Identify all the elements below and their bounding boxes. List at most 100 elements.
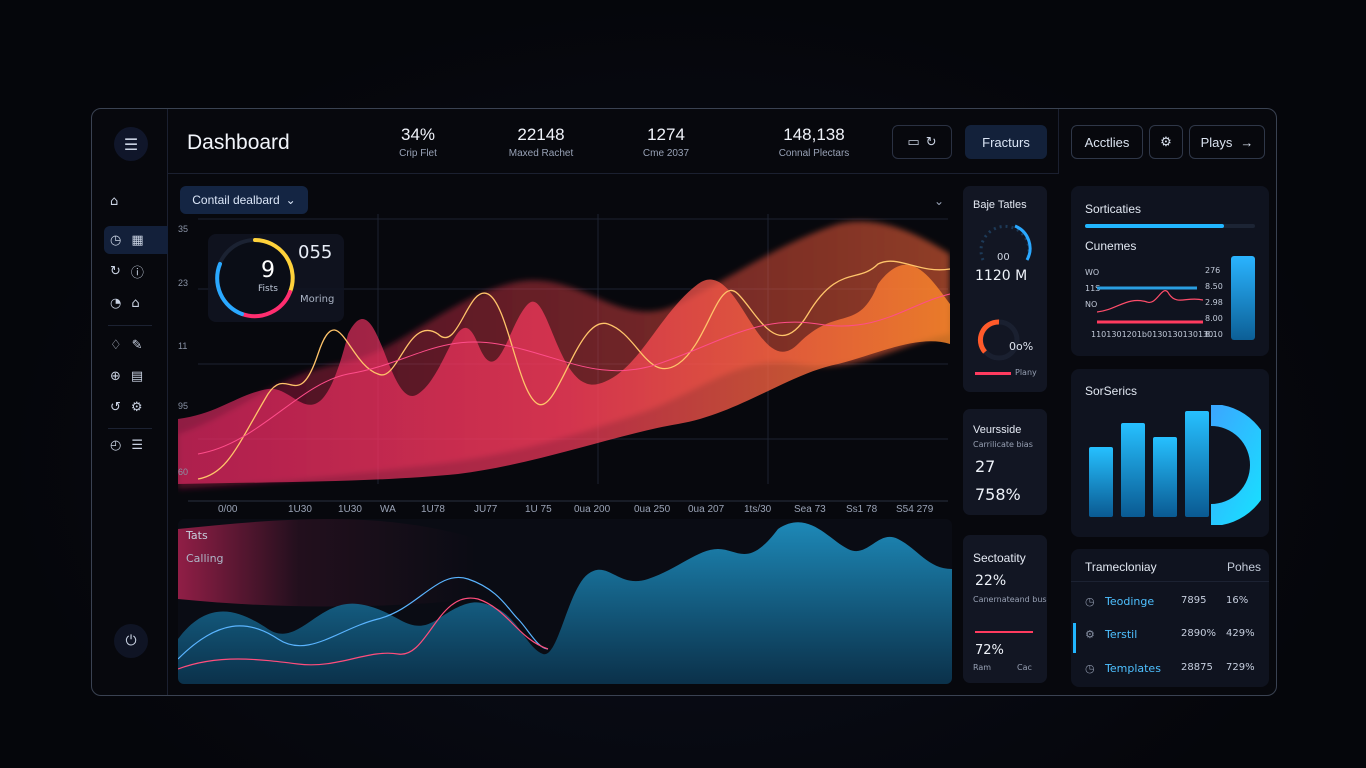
menu-icon[interactable]: ☰ [114, 127, 148, 161]
gear-button[interactable]: ⚙ [1149, 125, 1183, 159]
legend-bar [975, 372, 1011, 375]
row-value: 28875 [1181, 662, 1213, 673]
stat-label: Connal Plectars [778, 148, 850, 159]
chat-refresh-button[interactable]: ▭ ↻ [892, 125, 952, 159]
pink-fog [178, 519, 478, 607]
plays-button[interactable]: Plays → [1189, 125, 1265, 159]
fractions-button[interactable]: Fracturs [965, 125, 1047, 159]
building-icon: ⌂ [131, 295, 140, 311]
x-tick: JU77 [474, 504, 498, 514]
list-icon: ☰ [131, 437, 143, 453]
pink-line [178, 597, 549, 670]
mini-x-label: 130 [1106, 330, 1122, 339]
dashboard-window: ☰ ⌂ ◷ ▦ ↻ ⓘ ◔ ⌂ ♢ ✎ ⊕ ▤ ↺ ⚙ ◴ ☰ ⏻ Dashboard [91, 108, 1277, 696]
sidebar-item-list[interactable]: ◴ ☰ [104, 431, 168, 459]
x-tick: 1U30 [338, 504, 362, 514]
stat-value: 1274 [647, 125, 685, 144]
x-tick: WA [380, 504, 396, 514]
card-title: SorSerics [1085, 384, 1138, 398]
y-axis: 35 23 11 95 60 [178, 224, 188, 477]
gear-icon: ⚙ [130, 399, 143, 415]
card-footer-right: Cac [1017, 663, 1032, 672]
card-title: Sectoatity [973, 551, 1026, 565]
bar-donut-chart [1089, 405, 1261, 525]
lower-chart-title: Tats [186, 529, 208, 542]
card-right-title: Pohes [1227, 560, 1262, 574]
settings-icon: ⚙ [1085, 628, 1095, 641]
x-tick: 1U 75 [525, 504, 552, 514]
calendar-icon: ▦ [131, 232, 144, 248]
sidebar-item-reports[interactable]: ⊕ ▤ [104, 362, 168, 390]
row-name: Templates [1105, 662, 1161, 675]
x-tick: S54 279 [896, 504, 934, 514]
mini-line-chart [1097, 286, 1203, 324]
logout-icon[interactable]: ⏻ [114, 624, 148, 658]
gauge-value: 9 [261, 258, 275, 283]
info-icon: ⓘ [130, 265, 144, 281]
stat-label: Crip Flet [399, 148, 437, 159]
bar [1153, 437, 1177, 517]
home-icon: ⌂ [110, 193, 119, 209]
refresh-icon: ↻ [925, 134, 937, 150]
mini-value: 8.10 [1205, 330, 1223, 339]
blue-area [178, 522, 952, 684]
wave-line-pink [197, 293, 951, 455]
row-value: 2890% [1181, 628, 1216, 639]
card-title: Baje Tatles [973, 199, 1027, 211]
gauge-label: Fists [258, 284, 278, 294]
x-tick: Sea 73 [794, 504, 826, 514]
table-row[interactable]: ⚙ Terstil 2890% 429% [1071, 623, 1269, 653]
mini-x-label: 130 [1182, 330, 1198, 339]
mini-x-label: 1b0 [1136, 330, 1153, 339]
gauge-side-value: 055 [298, 242, 333, 263]
sidebar-item-home[interactable]: ⌂ [104, 187, 168, 215]
stat-card: 22148 Maxed Rachet [486, 125, 596, 159]
stat-value: 34% [400, 125, 436, 144]
refresh-icon: ↻ [110, 263, 121, 279]
globe-icon: ⊕ [110, 368, 121, 384]
sidebar-item-overview[interactable]: ◷ ▦ [104, 226, 168, 254]
card-footer-left: Ram [973, 663, 992, 672]
main-panel: Contail dealbard ⌄ ⌄ [168, 174, 1058, 695]
right-header: Acctlies ⚙ Plays → [1058, 109, 1276, 174]
card-title: Sorticaties [1085, 202, 1142, 216]
baje-tables-card: Baje Tatles 00 1120 M 0o% Plany [963, 186, 1047, 392]
row-name: Teodinge [1105, 595, 1155, 608]
header: Dashboard 34% Crip Flet 22148 Maxed Rach… [168, 109, 1058, 174]
activities-button[interactable]: Acctlies [1071, 125, 1143, 159]
mini-x-label: 130 [1197, 330, 1214, 339]
sidebar-item-edit[interactable]: ♢ ✎ [104, 331, 168, 359]
sidebar-item-settings[interactable]: ↺ ⚙ [104, 393, 168, 421]
gear-icon: ⚙ [1160, 134, 1172, 149]
bar [1185, 411, 1209, 517]
dashboard-select[interactable]: Contail dealbard ⌄ [180, 186, 308, 214]
sync-icon: ↺ [110, 399, 121, 415]
x-tick: 1U30 [288, 504, 312, 514]
y-tick: 60 [178, 467, 188, 477]
stat-card: 34% Crip Flet [378, 125, 458, 159]
card-small: 00 [997, 252, 1010, 263]
card-title: Tramecloniay [1085, 560, 1157, 574]
pin-icon: ♢ [110, 337, 122, 353]
table-row[interactable]: ◷ Templates 28875 729% [1071, 657, 1269, 681]
x-tick: 1ts/30 [744, 504, 772, 514]
pie-icon: ◔ [110, 295, 122, 311]
bar [1089, 447, 1113, 517]
progress-track [1085, 224, 1255, 228]
arc-gauge [979, 224, 1032, 261]
row-percent: 729% [1226, 662, 1255, 673]
sidebar-item-buildings[interactable]: ◔ ⌂ [104, 289, 168, 317]
x-tick: 0/00 [218, 504, 238, 514]
mini-label: 11S [1085, 284, 1101, 293]
donut-gauge [977, 319, 1020, 361]
table-row[interactable]: ◷ Teodinge 7895 16% [1071, 590, 1269, 614]
sidebar-divider [108, 325, 152, 326]
sidebar-item-refresh[interactable]: ↻ ⓘ [104, 257, 168, 285]
gauge-side-label: Moring [300, 294, 335, 305]
chevron-down-icon[interactable]: ⌄ [934, 194, 945, 208]
chat-icon: ▭ [907, 134, 920, 150]
gauge-percent: 0o% [1009, 340, 1034, 353]
mini-x-label: 130 [1167, 330, 1183, 339]
mini-value: 8.00 [1205, 314, 1223, 323]
row-percent: 429% [1226, 628, 1255, 639]
